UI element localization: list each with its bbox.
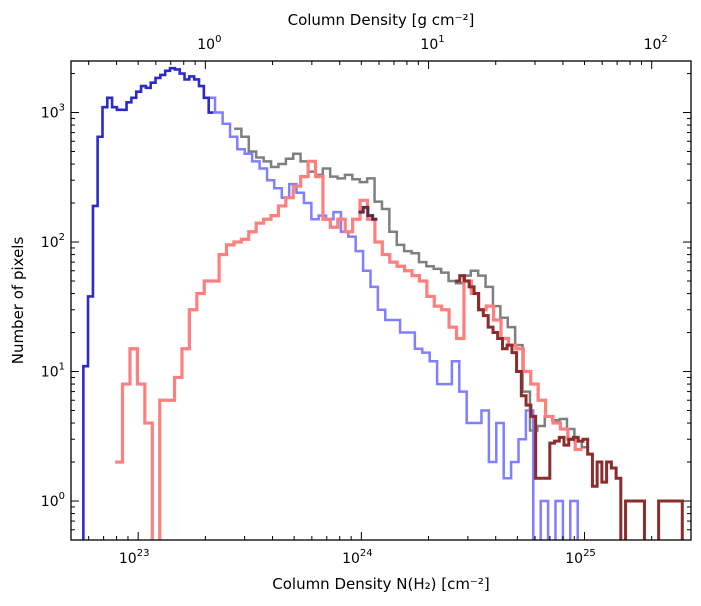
histogram-series-1 (207, 96, 579, 540)
top-x-axis-label: Column Density [g cm⁻²] (288, 11, 475, 29)
y-tick-label: 101 (41, 362, 65, 381)
top-tick-label: 102 (644, 34, 668, 53)
top-tick-label: 100 (197, 34, 221, 53)
histogram-series-0 (234, 127, 590, 449)
top-tick-label: 101 (420, 34, 444, 53)
axis-ticks: 1023 1024 1025 100 101 102 103 100 101 102 (41, 34, 691, 567)
y-tick-label: 102 (41, 232, 65, 251)
histogram-series-4 (358, 205, 378, 221)
y-tick-label: 103 (41, 103, 65, 122)
y-axis-label: Number of pixels (9, 237, 27, 365)
x-axis-label: Column Density N(H₂) [cm⁻²] (272, 575, 490, 593)
x-tick-label: 1024 (342, 548, 373, 567)
histogram-series-5 (455, 274, 684, 540)
x-tick-label: 1023 (119, 548, 150, 567)
x-tick-label: 1025 (565, 548, 596, 567)
histogram-series-3 (82, 66, 214, 540)
histogram-series-2 (115, 159, 583, 540)
axes-frame (70, 60, 692, 541)
y-tick-label: 100 (41, 491, 65, 510)
plot-area (82, 66, 684, 540)
